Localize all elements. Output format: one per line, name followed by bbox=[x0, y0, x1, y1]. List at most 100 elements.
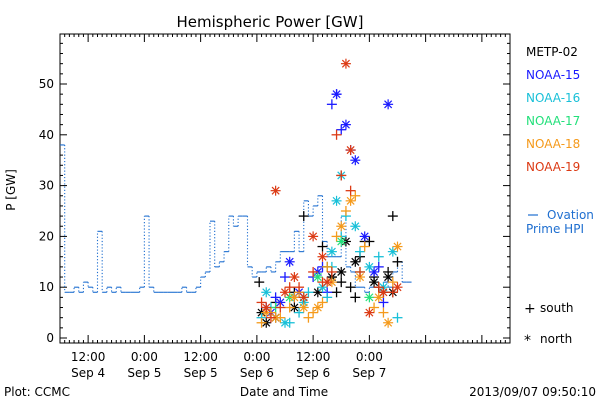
south-point bbox=[303, 287, 314, 298]
plot-timestamp: 2013/09/07 09:50:10 bbox=[469, 385, 596, 399]
south-point bbox=[270, 292, 281, 303]
south-point bbox=[294, 307, 305, 318]
south-point bbox=[322, 292, 333, 303]
north-point bbox=[364, 261, 375, 272]
south-point bbox=[336, 170, 347, 181]
legend-metp02: METP-02 bbox=[526, 45, 578, 59]
north-point bbox=[312, 287, 323, 298]
north-point bbox=[364, 292, 375, 303]
south-point bbox=[275, 302, 286, 313]
north-point bbox=[331, 195, 342, 206]
north-point bbox=[364, 307, 375, 318]
ovation-series bbox=[60, 144, 412, 293]
south-point bbox=[345, 282, 356, 293]
y-axis-label: P [GW] bbox=[4, 169, 18, 211]
x-tick-date: Sep 7 bbox=[352, 366, 386, 380]
north-point bbox=[284, 256, 295, 267]
south-point bbox=[350, 190, 361, 201]
north-point bbox=[280, 287, 290, 298]
x-tick-date: Sep 6 bbox=[240, 366, 274, 380]
south-point bbox=[308, 266, 319, 277]
north-point bbox=[312, 302, 323, 313]
south-point bbox=[336, 124, 347, 135]
legend-south-symbol: + bbox=[524, 301, 536, 317]
south-point bbox=[378, 297, 389, 308]
south-point bbox=[256, 297, 267, 308]
north-point bbox=[261, 287, 272, 298]
south-point bbox=[378, 307, 389, 318]
south-point bbox=[387, 277, 398, 288]
north-point bbox=[326, 246, 337, 257]
south-point bbox=[317, 241, 328, 252]
south-point bbox=[326, 99, 337, 110]
south-point bbox=[308, 307, 319, 318]
x-tick-time: 12:00 bbox=[183, 350, 218, 364]
north-point bbox=[345, 145, 356, 156]
north-point bbox=[383, 99, 394, 110]
south-point bbox=[322, 261, 333, 272]
south-point bbox=[280, 272, 290, 283]
north-point bbox=[280, 317, 290, 328]
north-point bbox=[392, 241, 403, 252]
north-point bbox=[378, 287, 389, 298]
legend-noaa18: NOAA-18 bbox=[526, 137, 580, 151]
south-point bbox=[331, 287, 342, 298]
south-point bbox=[359, 241, 370, 252]
south-point bbox=[387, 287, 398, 298]
south-point bbox=[373, 282, 384, 293]
legend-noaa19: NOAA-19 bbox=[526, 160, 580, 174]
south-point bbox=[369, 302, 380, 313]
south-point bbox=[294, 282, 305, 293]
south-point bbox=[336, 277, 347, 288]
north-point bbox=[289, 272, 300, 283]
south-point bbox=[317, 297, 328, 308]
x-axis-label: Date and Time bbox=[240, 385, 328, 399]
north-point bbox=[350, 155, 361, 166]
x-tick-date: Sep 5 bbox=[127, 366, 161, 380]
north-point bbox=[340, 58, 351, 69]
satellite-points bbox=[254, 58, 403, 328]
north-point bbox=[270, 185, 281, 196]
north-point bbox=[308, 231, 319, 242]
y-tick-label: 0 bbox=[46, 331, 54, 345]
south-point bbox=[392, 312, 403, 323]
north-point bbox=[298, 292, 309, 303]
legend-south-label: south bbox=[540, 301, 574, 315]
north-point bbox=[312, 272, 323, 283]
y-tick-label: 10 bbox=[39, 280, 54, 294]
north-point bbox=[345, 195, 356, 206]
north-point bbox=[322, 277, 333, 288]
y-tick-label: 40 bbox=[39, 128, 54, 142]
legend-north-label: north bbox=[540, 332, 572, 346]
south-point bbox=[331, 129, 342, 140]
north-point bbox=[383, 272, 394, 283]
south-point bbox=[373, 261, 384, 272]
legend: METP-02 NOAA-15 NOAA-16 NOAA-17 NOAA-18 … bbox=[524, 45, 594, 349]
y-tick-label: 20 bbox=[39, 229, 54, 243]
y-axis: 0 10 20 30 40 50 bbox=[39, 42, 510, 345]
north-point bbox=[369, 277, 380, 288]
x-tick-date: Sep 6 bbox=[296, 366, 330, 380]
south-point bbox=[392, 256, 403, 267]
north-point bbox=[336, 266, 347, 277]
south-point bbox=[355, 266, 365, 277]
x-tick-time: 0:00 bbox=[356, 350, 383, 364]
south-point bbox=[373, 251, 384, 262]
south-point bbox=[256, 317, 267, 328]
south-point bbox=[355, 246, 365, 257]
legend-noaa16: NOAA-16 bbox=[526, 91, 580, 105]
south-point bbox=[303, 312, 314, 323]
south-point bbox=[284, 282, 295, 293]
north-point bbox=[336, 236, 347, 247]
south-point bbox=[326, 266, 337, 277]
x-tick-time: 0:00 bbox=[243, 350, 270, 364]
legend-north-symbol: * bbox=[524, 333, 531, 349]
y-tick-label: 30 bbox=[39, 179, 54, 193]
x-tick-date: Sep 4 bbox=[71, 366, 105, 380]
x-tick-time: 12:00 bbox=[71, 350, 106, 364]
north-point bbox=[289, 292, 300, 303]
north-point bbox=[261, 302, 272, 313]
north-point bbox=[383, 317, 394, 328]
legend-noaa15: NOAA-15 bbox=[526, 68, 580, 82]
